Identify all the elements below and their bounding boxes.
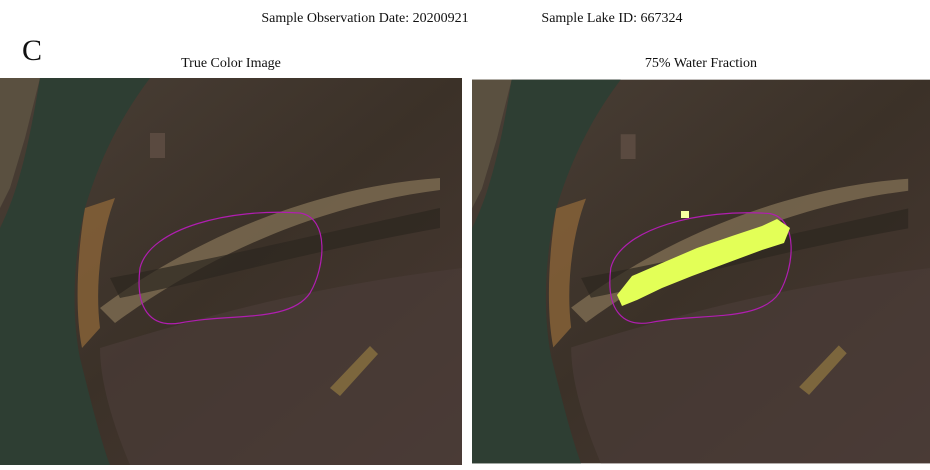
panel-title: True Color Image xyxy=(181,56,281,71)
water-pixel xyxy=(681,211,689,218)
observation-date: Sample Observation Date: 20200921 xyxy=(261,11,468,26)
page: Sample Observation Date: 20200921 Sample… xyxy=(0,0,930,465)
true-color-image xyxy=(0,78,462,465)
panel-label: C xyxy=(22,34,42,67)
lake-id: Sample Lake ID: 667324 xyxy=(541,11,682,26)
panel-title: 75% Water Fraction xyxy=(645,56,757,71)
figure: Sample Observation Date: 20200921 Sample… xyxy=(0,0,930,465)
